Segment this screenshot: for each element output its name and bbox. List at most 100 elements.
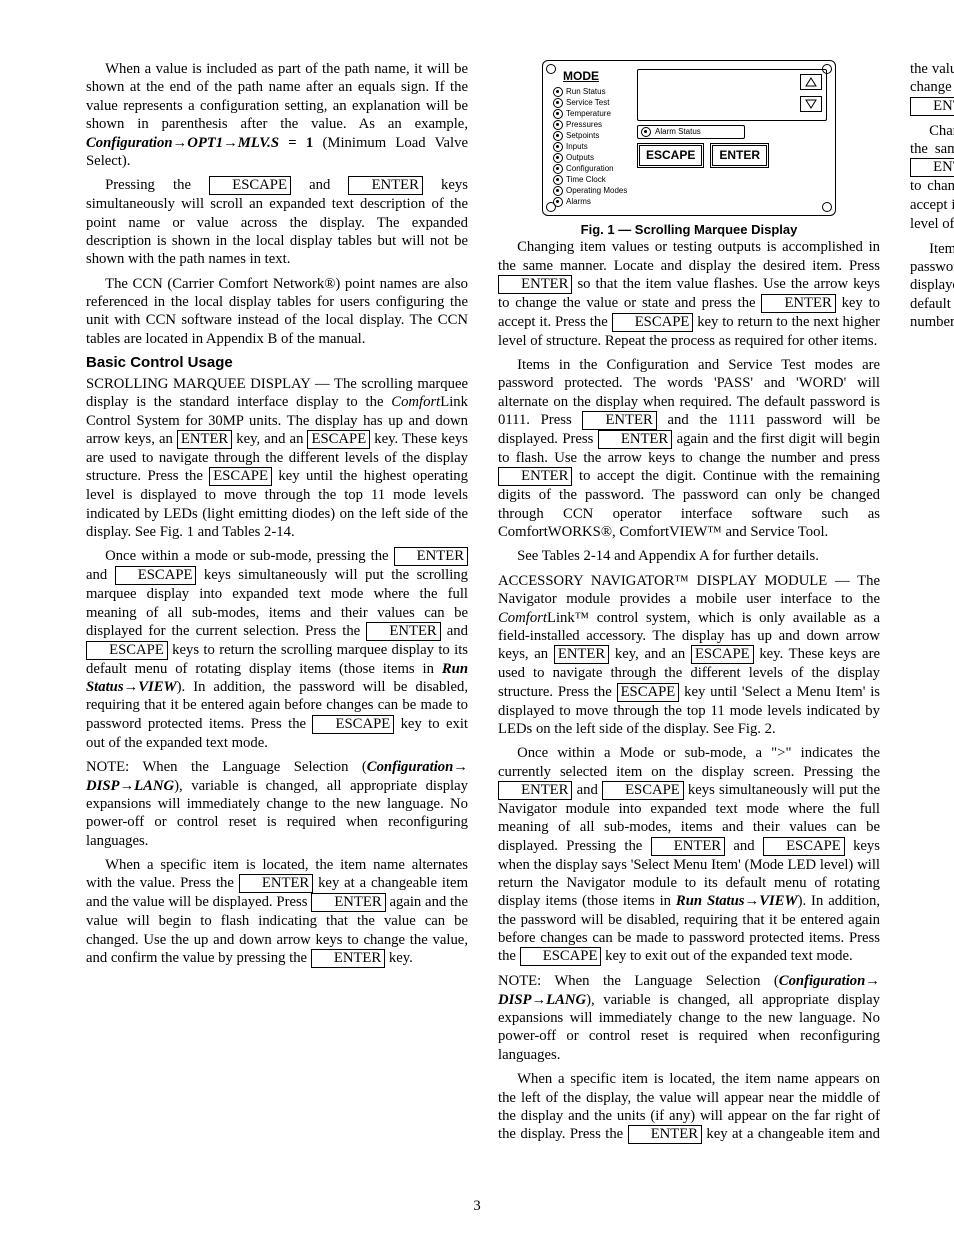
enter-key: ENTER bbox=[651, 837, 725, 856]
escape-key: ESCAPE bbox=[612, 313, 694, 332]
led-icon bbox=[553, 164, 563, 174]
led-row: Setpoints bbox=[553, 130, 637, 141]
text: Comfort bbox=[498, 610, 547, 626]
text: Changing item values or testing outputs … bbox=[910, 123, 954, 157]
led-icon bbox=[553, 87, 563, 97]
alarm-label: Alarm Status bbox=[655, 127, 701, 137]
alarm-status: Alarm Status bbox=[637, 125, 745, 139]
led-label: Run Status bbox=[566, 86, 606, 97]
marquee-display-diagram: MODE Run StatusService TestTemperaturePr… bbox=[542, 60, 836, 216]
note-paragraph: NOTE: When the Language Selection (Confi… bbox=[86, 758, 468, 850]
led-icon bbox=[641, 127, 651, 137]
text: Changing item values or testing outputs … bbox=[498, 239, 880, 273]
text: ACCESSORY NAVIGATOR™ DISPLAY MODULE — Th… bbox=[498, 573, 880, 607]
text: Once within a Mode or sub-mode, a ">" in… bbox=[498, 745, 880, 779]
led-icon bbox=[553, 120, 563, 130]
led-icon bbox=[553, 153, 563, 163]
led-label: Operating Modes bbox=[566, 185, 627, 196]
enter-key: ENTER bbox=[498, 275, 572, 294]
config-path: Configuration→OPT1→MLV.S bbox=[86, 135, 279, 151]
led-label: Outputs bbox=[566, 152, 594, 163]
led-row: Alarms bbox=[553, 196, 637, 207]
escape-key: ESCAPE bbox=[520, 947, 602, 966]
escape-key: ESCAPE bbox=[115, 566, 197, 585]
led-label: Setpoints bbox=[566, 130, 599, 141]
text: and bbox=[725, 838, 763, 854]
paragraph: The CCN (Carrier Comfort Network®) point… bbox=[86, 275, 468, 349]
led-icon bbox=[553, 109, 563, 119]
text: NOTE: When the Language Selection ( bbox=[498, 973, 779, 989]
escape-key: ESCAPE bbox=[312, 715, 394, 734]
escape-key: ESCAPE bbox=[602, 781, 684, 800]
paragraph: See Tables 2-14 and Appendix A for furth… bbox=[498, 547, 880, 565]
paragraph: Changing item values or testing outputs … bbox=[910, 122, 954, 234]
led-row: Outputs bbox=[553, 152, 637, 163]
enter-key: ENTER bbox=[239, 874, 313, 893]
led-icon bbox=[553, 186, 563, 196]
screw-icon bbox=[546, 64, 556, 74]
figure-1: MODE Run StatusService TestTemperaturePr… bbox=[498, 60, 880, 238]
led-label: Temperature bbox=[566, 108, 611, 119]
text: NOTE: When the Language Selection ( bbox=[86, 759, 367, 775]
led-label: Alarms bbox=[566, 196, 591, 207]
text-columns: When a value is included as part of the … bbox=[86, 60, 880, 1160]
led-row: Time Clock bbox=[553, 174, 637, 185]
enter-key: ENTER bbox=[348, 176, 422, 195]
led-row: Configuration bbox=[553, 163, 637, 174]
paragraph: When a value is included as part of the … bbox=[86, 60, 468, 170]
led-icon bbox=[553, 175, 563, 185]
escape-key: ESCAPE bbox=[617, 683, 680, 702]
enter-button: ENTER bbox=[710, 143, 769, 168]
escape-key: ESCAPE bbox=[307, 430, 370, 449]
enter-key: ENTER bbox=[910, 158, 954, 177]
text: and bbox=[572, 782, 602, 798]
enter-key: ENTER bbox=[366, 622, 440, 641]
enter-key: ENTER bbox=[311, 949, 385, 968]
paragraph: Items in the Configuration and Service T… bbox=[910, 240, 954, 332]
enter-key: ENTER bbox=[554, 645, 609, 664]
enter-key: ENTER bbox=[628, 1125, 702, 1144]
figure-caption: Fig. 1 — Scrolling Marquee Display bbox=[498, 222, 880, 238]
led-row: Inputs bbox=[553, 141, 637, 152]
paragraph: Pressing the ESCAPE and ENTER keys simul… bbox=[86, 176, 468, 268]
led-row: Pressures bbox=[553, 119, 637, 130]
paragraph: SCROLLING MARQUEE DISPLAY — The scrollin… bbox=[86, 375, 468, 541]
enter-key: ENTER bbox=[498, 781, 572, 800]
text: and bbox=[86, 567, 115, 583]
up-arrow-button bbox=[800, 74, 822, 90]
page: When a value is included as part of the … bbox=[0, 0, 954, 1235]
led-icon bbox=[553, 197, 563, 207]
lcd-screen bbox=[637, 69, 827, 121]
text: Comfort bbox=[391, 394, 440, 410]
enter-key: ENTER bbox=[761, 294, 835, 313]
down-arrow-button bbox=[800, 96, 822, 112]
text: Pressing the bbox=[105, 177, 209, 193]
paragraph: Once within a mode or sub-mode, pressing… bbox=[86, 547, 468, 752]
enter-key: ENTER bbox=[582, 411, 656, 430]
text: Items in the Configuration and Service T… bbox=[910, 241, 954, 275]
paragraph: When a specific item is located, the ite… bbox=[86, 856, 468, 968]
enter-key: ENTER bbox=[498, 467, 572, 486]
paragraph: ACCESSORY NAVIGATOR™ DISPLAY MODULE — Th… bbox=[498, 572, 880, 738]
led-label: Pressures bbox=[566, 119, 602, 130]
led-label: Service Test bbox=[566, 97, 609, 108]
page-number: 3 bbox=[0, 1197, 954, 1215]
text: Once within a mode or sub-mode, pressing… bbox=[105, 548, 393, 564]
escape-key: ESCAPE bbox=[209, 467, 272, 486]
led-icon bbox=[553, 98, 563, 108]
escape-key: ESCAPE bbox=[209, 176, 291, 195]
escape-key: ESCAPE bbox=[763, 837, 845, 856]
led-row: Service Test bbox=[553, 97, 637, 108]
screw-icon bbox=[822, 202, 832, 212]
led-column: MODE Run StatusService TestTemperaturePr… bbox=[549, 69, 637, 207]
enter-key: ENTER bbox=[598, 430, 672, 449]
led-icon bbox=[553, 142, 563, 152]
mode-label: MODE bbox=[563, 69, 637, 84]
paragraph: Once within a Mode or sub-mode, a ">" in… bbox=[498, 744, 880, 966]
led-row: Operating Modes bbox=[553, 185, 637, 196]
led-label: Time Clock bbox=[566, 174, 606, 185]
escape-button: ESCAPE bbox=[637, 143, 704, 168]
text: When a value is included as part of the … bbox=[86, 61, 468, 132]
config-path: Run Status→VIEW bbox=[676, 893, 798, 909]
note-paragraph: NOTE: When the Language Selection (Confi… bbox=[498, 972, 880, 1064]
